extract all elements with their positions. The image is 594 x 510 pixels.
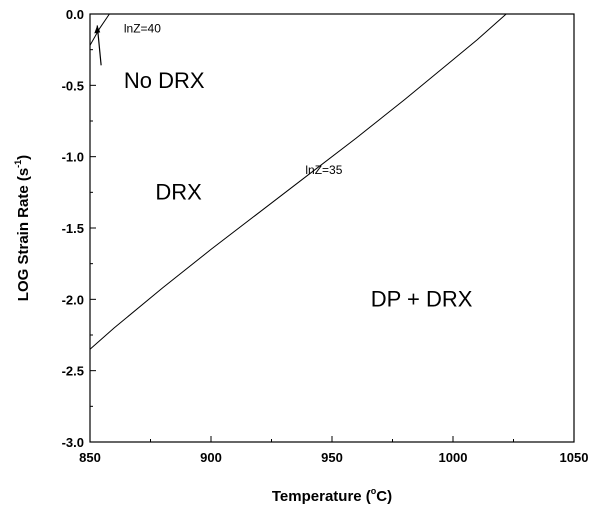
x-axis-label: Temperature (oC): [272, 486, 392, 505]
x-tick-label: 900: [200, 450, 222, 465]
annotation-arrows: [94, 25, 102, 66]
x-tick-label: 850: [79, 450, 101, 465]
y-tick-label: -2.5: [62, 364, 84, 379]
y-axis-label: LOG Strain Rate (s-1): [13, 155, 32, 301]
tick-marks: [89, 13, 575, 443]
y-tick-label: -2.0: [62, 292, 84, 307]
y-tick-label: -3.0: [62, 435, 84, 450]
tick-labels: 850 900 950 1000 1050 0.0 -0.5 -1.0 -1.5 -2.0 -2.5…: [62, 7, 589, 465]
y-tick-label: -1.0: [62, 150, 84, 165]
x-tick-label: 950: [321, 450, 343, 465]
y-tick-label: -0.5: [62, 78, 84, 93]
x-tick-label: 1050: [560, 450, 589, 465]
annotation-label: DP + DRX: [371, 286, 473, 311]
annotation-label: lnZ=35: [305, 163, 342, 177]
series-line-1: [89, 13, 110, 46]
series-line-0: [89, 13, 507, 350]
annotation-label: No DRX: [124, 68, 205, 93]
y-tick-label: -1.5: [62, 221, 84, 236]
arrow-head: [94, 25, 101, 34]
y-tick-label: 0.0: [66, 7, 84, 22]
series-lines: [89, 13, 507, 350]
annotation-label: DRX: [155, 179, 202, 204]
x-tick-label: 1000: [439, 450, 468, 465]
annotations: No DRX DRX DP + DRX lnZ=35 lnZ=40: [124, 22, 473, 312]
annotation-label: lnZ=40: [124, 22, 161, 36]
